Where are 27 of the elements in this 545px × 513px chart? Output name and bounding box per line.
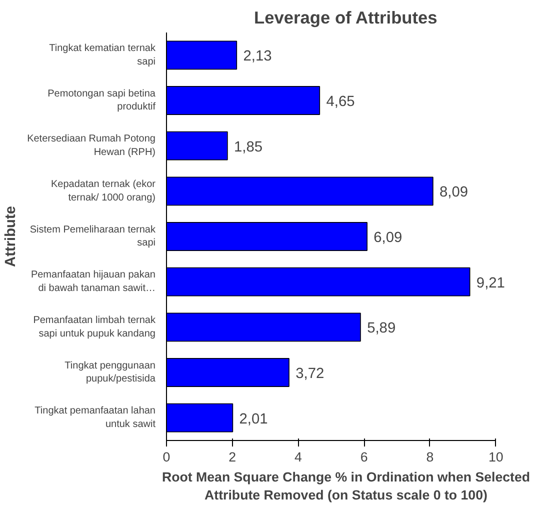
x-tick-label: 10 — [488, 450, 504, 464]
data-label: 1,85 — [234, 139, 263, 156]
y-tick-label: Ketersediaan Rumah Potong Hewan (RPH) — [27, 134, 156, 158]
chart-title: Leverage of Attributes — [254, 8, 438, 28]
y-tick-label: Kepadatan ternak (ekor ternak/ 1000 orang) — [50, 179, 156, 204]
y-tick-label: Pemanfaatan limbah ternak sapi untuk pupuk kandang — [33, 315, 156, 340]
data-label: 4,65 — [326, 94, 355, 110]
data-label: 9,21 — [476, 275, 505, 292]
y-tick-label: Pemanfaatan hijauan pakan di bawah tanaman sawit… — [30, 270, 156, 294]
x-tick-label: 2 — [228, 450, 236, 464]
data-label: 2,01 — [239, 411, 268, 428]
x-axis-title: Root Mean Square Change % in Ordination when Selected Attribute Removed (on Status scale 0 to 100) — [162, 470, 530, 502]
x-tick-label: 0 — [162, 450, 170, 464]
y-tick-label: Sistem Pemeliharaan ternak sapi — [30, 224, 156, 249]
data-label: 6,09 — [374, 230, 402, 246]
y-axis-title: Attribute — [3, 206, 20, 268]
data-label: 2,13 — [243, 48, 272, 65]
y-tick-label: Tingkat pemanfaatan lahan untuk sawit — [34, 406, 156, 430]
x-tick-label: 6 — [360, 450, 368, 464]
data-label: 3,72 — [296, 366, 324, 382]
x-tick-label: 4 — [294, 450, 303, 464]
y-tick-label: Pemotongan sapi betina produktif — [48, 88, 156, 113]
data-label: 5,89 — [367, 320, 396, 337]
x-tick-label: 8 — [426, 450, 434, 464]
y-tick-label: Tingkat penggunaan pupuk/pestisida — [64, 360, 156, 385]
y-tick-label: Tingkat kematian ternak sapi — [49, 43, 156, 68]
data-label: 8,09 — [440, 184, 468, 201]
